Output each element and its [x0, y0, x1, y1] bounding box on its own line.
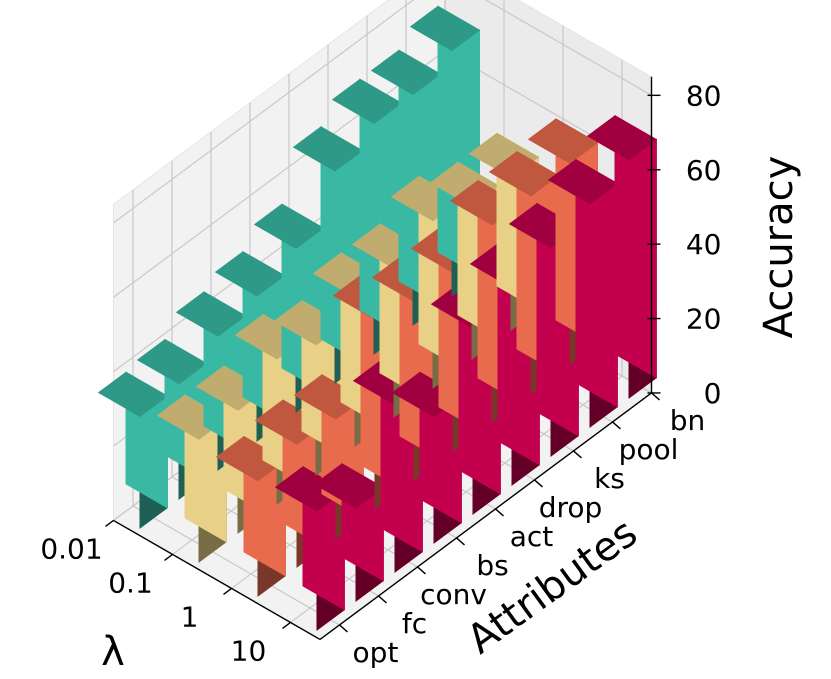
bar-face-top [97, 371, 169, 417]
y-tick-label: 0.1 [108, 566, 153, 599]
bar-10-bn [586, 114, 658, 399]
x-tick [612, 421, 621, 430]
y-tick [164, 553, 173, 562]
z-tick-label: 40 [686, 228, 722, 261]
x-tick [456, 537, 465, 546]
x-tick-label: pool [619, 433, 679, 466]
x-tick [417, 566, 426, 575]
bar-face-top [331, 78, 403, 124]
x-tick-label: ks [594, 462, 625, 495]
x-tick [534, 479, 543, 488]
bar-face-top [313, 463, 385, 509]
x-tick [378, 595, 387, 604]
chart-bars [97, 5, 658, 631]
bar-face-top [214, 251, 286, 297]
grid-line [484, 0, 652, 96]
bar-face-top [527, 118, 599, 164]
bar-face-top [547, 159, 619, 205]
x-tick-label: bs [476, 549, 508, 582]
y-tick [105, 519, 114, 528]
x-tick-label: fc [402, 607, 427, 640]
x-tick [573, 450, 582, 459]
y-tick-label: 1 [181, 600, 199, 633]
z-tick-label: 60 [686, 154, 722, 187]
y-tick [223, 587, 232, 596]
grid-line [132, 505, 340, 626]
x-tick-label: conv [420, 578, 487, 611]
z-tick-label: 20 [686, 303, 722, 336]
bar-face-top [370, 49, 442, 95]
bar-face-top [136, 339, 208, 385]
x-tick [339, 624, 348, 633]
bar-face-top [409, 5, 481, 52]
z-tick-label: 80 [686, 79, 722, 112]
y-axis-line [113, 519, 321, 641]
bar-face-top [488, 151, 560, 197]
x-tick-label: drop [539, 491, 603, 524]
x-tick [651, 392, 660, 401]
grid-line [113, 50, 446, 298]
x-tick-label: act [510, 520, 554, 553]
bar-face-top [586, 115, 658, 161]
x-tick-label: bn [670, 404, 706, 437]
x-tick-label: opt [353, 636, 399, 669]
grid-line [113, 0, 415, 224]
bar-face-top [175, 291, 247, 337]
z-tick-label: 0 [704, 377, 722, 410]
bar-face-top [253, 203, 325, 249]
y-tick-label: 10 [231, 634, 267, 667]
y-tick-label: 0.01 [40, 532, 102, 565]
x-tick [495, 508, 504, 517]
y-tick [282, 621, 291, 630]
bar-face-top [292, 126, 364, 172]
z-axis-title: Accuracy [756, 156, 802, 339]
x-axis-line [319, 392, 652, 641]
y-axis-title: λ [101, 629, 125, 675]
